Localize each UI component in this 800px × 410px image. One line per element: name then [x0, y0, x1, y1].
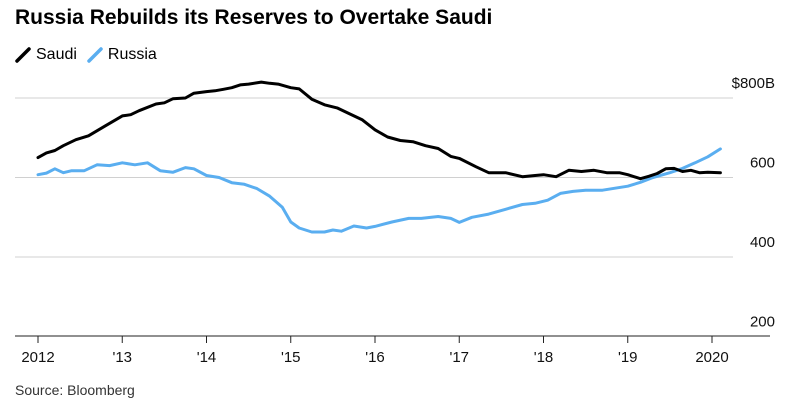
- legend-item-saudi: Saudi: [15, 46, 77, 64]
- chart-title: Russia Rebuilds its Reserves to Overtake…: [15, 6, 493, 29]
- legend-swatch-russia: [87, 47, 103, 63]
- x-tick-label: '17: [449, 349, 469, 366]
- gridlines: $800B 600 400 200: [15, 75, 775, 331]
- legend-swatch-saudi: [15, 47, 31, 63]
- x-tick-label: '16: [365, 349, 385, 366]
- legend-label-saudi: Saudi: [36, 46, 77, 63]
- x-tick-label: 2012: [21, 349, 54, 366]
- source-note: Source: Bloomberg: [15, 382, 135, 398]
- y-tick-label: $800B: [732, 75, 775, 92]
- x-axis: 2012 '13 '14 '15 '16 '17 '18 '19 2020: [15, 335, 770, 366]
- y-tick-label: 400: [750, 234, 775, 251]
- x-tick-label: 2020: [695, 349, 728, 366]
- legend-label-russia: Russia: [107, 46, 157, 63]
- x-tick-label: '19: [618, 349, 638, 366]
- x-tick-label: '18: [534, 349, 554, 366]
- x-tick-label: '13: [112, 349, 132, 366]
- legend-item-russia: Russia: [87, 46, 157, 64]
- legend: Saudi Russia: [15, 44, 167, 66]
- x-tick-label: '15: [281, 349, 301, 366]
- series-line-saudi: [36, 80, 722, 181]
- series-line-russia: [36, 147, 722, 234]
- series-lines: [36, 80, 722, 234]
- x-tick-label: '14: [197, 349, 217, 366]
- y-tick-label: 600: [750, 155, 775, 172]
- y-tick-label: 200: [750, 314, 775, 331]
